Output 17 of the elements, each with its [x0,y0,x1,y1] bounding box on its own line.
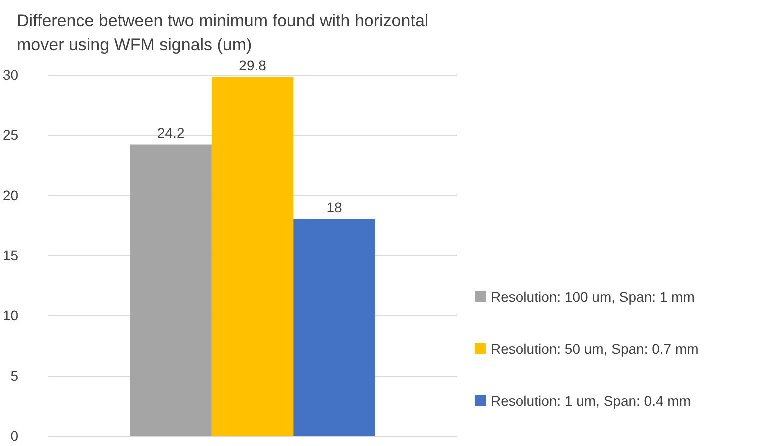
chart-title: Difference between two minimum found with horizontal mover using WFM signals (um) [17,12,434,54]
y-tick-label: 15 [2,248,19,264]
bar [212,77,294,436]
legend-label: Resolution: 50 um, Span: 0.7 mm [491,341,699,357]
bar [294,219,376,436]
legend-label: Resolution: 1 um, Span: 0.4 mm [491,393,691,409]
y-tick-label: 20 [2,187,19,204]
y-tick-label: 30 [2,67,19,83]
legend-label: Resolution: 100 um, Span: 1 mm [491,289,695,305]
y-tick-label: 10 [2,308,19,324]
y-tick-label: 5 [10,368,19,384]
bar [130,144,212,436]
data-label: 18 [326,199,342,216]
y-tick-label: 0 [10,428,19,444]
data-label: 29.8 [239,57,267,74]
data-label: 24.2 [157,124,185,141]
y-tick-label: 25 [2,127,19,144]
